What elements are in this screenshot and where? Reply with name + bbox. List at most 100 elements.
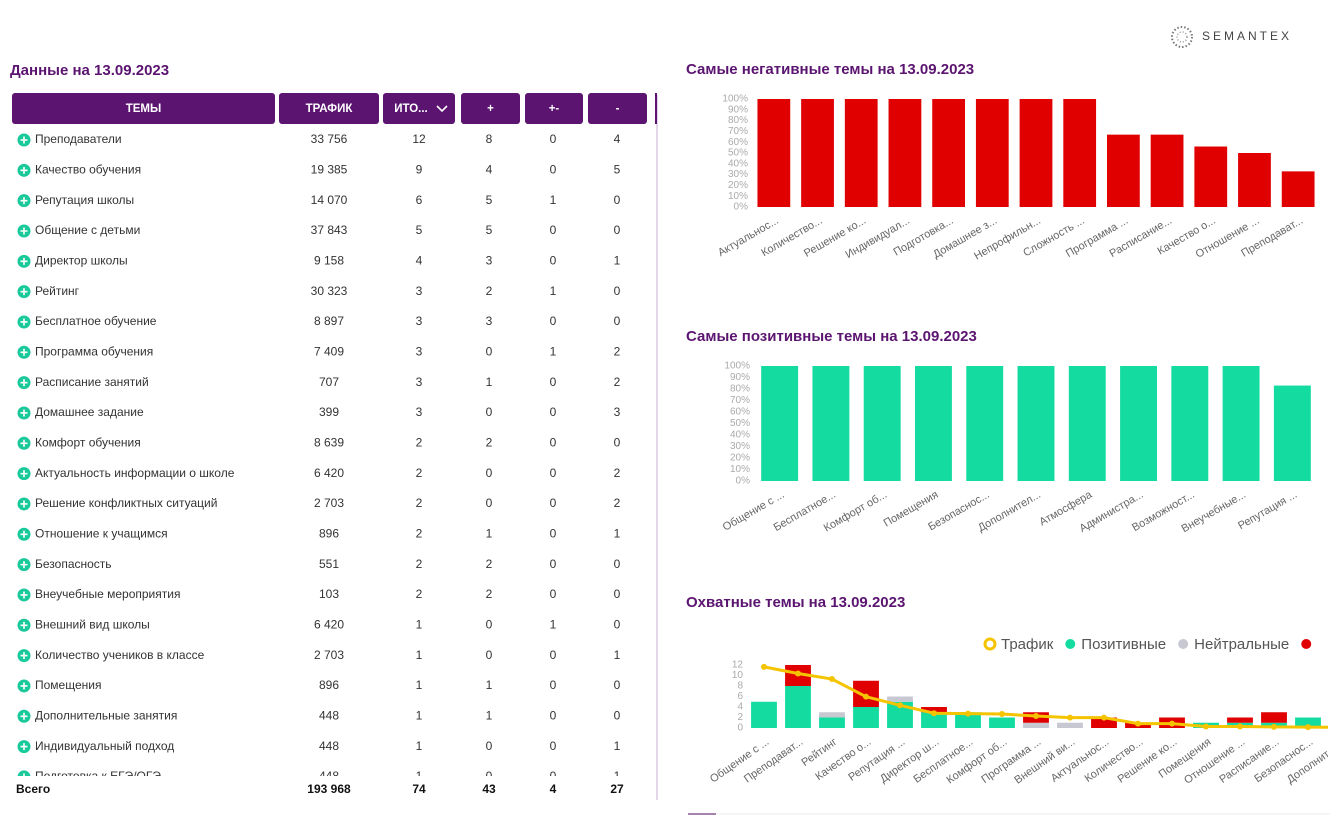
expand-plus[interactable] xyxy=(20,682,28,690)
column-header[interactable]: - xyxy=(616,103,620,115)
header-cell[interactable] xyxy=(461,93,520,124)
expand-plus[interactable] xyxy=(20,379,28,387)
expand-icon[interactable] xyxy=(17,588,31,602)
expand-icon[interactable] xyxy=(17,224,31,238)
cell: 5 xyxy=(416,223,423,237)
header-cell[interactable] xyxy=(279,93,379,124)
expand-plus[interactable] xyxy=(20,591,28,599)
column-header[interactable]: +- xyxy=(549,103,560,115)
expand-plus[interactable] xyxy=(20,439,28,447)
expand-icon[interactable] xyxy=(17,163,31,177)
column-header[interactable]: ТЕМЫ xyxy=(126,103,162,115)
y-tick-label: 60% xyxy=(728,137,748,148)
bar xyxy=(932,99,965,207)
expand-icon[interactable] xyxy=(17,133,31,147)
bar xyxy=(1120,366,1158,481)
expand-plus[interactable] xyxy=(20,500,28,508)
line-point xyxy=(1339,724,1344,730)
expand-plus[interactable] xyxy=(21,773,28,780)
legend-item[interactable] xyxy=(1301,639,1312,649)
expand-icon[interactable] xyxy=(17,649,31,663)
expand-icon[interactable] xyxy=(17,618,31,632)
expand-plus[interactable] xyxy=(20,530,28,538)
expand-plus[interactable] xyxy=(20,652,28,660)
y-tick-label: 30% xyxy=(730,441,750,452)
expand-icon[interactable] xyxy=(17,285,31,299)
expand-icon[interactable] xyxy=(17,345,31,359)
column-header[interactable]: ИТО... xyxy=(394,103,428,115)
expand-plus[interactable] xyxy=(20,470,28,478)
header-cell[interactable] xyxy=(525,93,583,124)
cell: 0 xyxy=(486,617,493,631)
row-label: Количество учеников в классе xyxy=(35,648,205,662)
row-label: Домашнее задание xyxy=(35,405,144,419)
row-label: Внешний вид школы xyxy=(35,617,150,631)
expand-plus[interactable] xyxy=(20,288,28,296)
expand-plus[interactable] xyxy=(20,409,28,417)
row-label: Индивидуальный подход xyxy=(35,739,174,753)
header-cell[interactable] xyxy=(588,93,647,124)
total-cell: 27 xyxy=(610,782,624,796)
cell: 1 xyxy=(550,284,557,298)
legend-item[interactable]: Позитивные xyxy=(1065,636,1166,653)
y-tick-label: 40% xyxy=(728,158,748,169)
cell: 0 xyxy=(486,466,493,480)
legend-item[interactable]: Трафик xyxy=(983,636,1054,653)
expand-icon[interactable] xyxy=(17,315,31,329)
expand-icon[interactable] xyxy=(17,376,31,390)
expand-plus[interactable] xyxy=(20,348,28,356)
expand-plus[interactable] xyxy=(20,136,28,144)
expand-plus[interactable] xyxy=(20,318,28,326)
cell: 448 xyxy=(319,769,339,783)
cell: 2 xyxy=(416,557,423,571)
expand-icon[interactable] xyxy=(17,679,31,693)
expand-plus[interactable] xyxy=(20,743,28,751)
expand-icon[interactable] xyxy=(17,467,31,481)
expand-icon[interactable] xyxy=(17,254,31,268)
cell: 0 xyxy=(550,435,557,449)
cell: 0 xyxy=(550,163,557,177)
expand-icon[interactable] xyxy=(17,436,31,450)
cell: 0 xyxy=(614,435,621,449)
bar xyxy=(1222,366,1260,481)
row-label: Актуальность информации о школе xyxy=(35,466,235,480)
column-header[interactable]: ТРАФИК xyxy=(306,103,354,115)
expand-circle[interactable] xyxy=(17,770,31,783)
brand: SEMANTEX xyxy=(1202,29,1292,43)
cell: 2 xyxy=(416,587,423,601)
cell: 1 xyxy=(416,708,423,722)
header-cell[interactable] xyxy=(12,93,275,124)
cell: 0 xyxy=(614,314,621,328)
bar xyxy=(966,366,1004,481)
row-label: Преподаватели xyxy=(35,132,122,146)
cell: 0 xyxy=(614,557,621,571)
expand-icon[interactable] xyxy=(17,770,31,783)
sort-icon[interactable] xyxy=(436,105,448,113)
expand-plus[interactable] xyxy=(20,621,28,629)
legend-label[interactable]: Трафик xyxy=(1001,636,1054,653)
expand-plus[interactable] xyxy=(20,561,28,569)
expand-icon[interactable] xyxy=(17,558,31,572)
bar-segment xyxy=(1295,717,1321,728)
column-header[interactable]: + xyxy=(487,103,494,115)
legend-item[interactable]: Нейтральные xyxy=(1178,636,1289,653)
cell: 6 420 xyxy=(314,466,344,480)
cell: 1 xyxy=(486,708,493,722)
header-cell[interactable] xyxy=(383,93,455,124)
legend-label[interactable]: Позитивные xyxy=(1081,636,1166,653)
expand-plus[interactable] xyxy=(20,712,28,720)
expand-plus[interactable] xyxy=(20,227,28,235)
expand-icon[interactable] xyxy=(17,740,31,754)
expand-plus[interactable] xyxy=(20,166,28,174)
expand-plus[interactable] xyxy=(20,257,28,265)
expand-icon[interactable] xyxy=(17,527,31,541)
legend-marker xyxy=(1178,639,1189,649)
expand-icon[interactable] xyxy=(17,194,31,208)
legend-label[interactable]: Нейтральные xyxy=(1194,636,1289,653)
expand-plus[interactable] xyxy=(20,197,28,205)
expand-icon[interactable] xyxy=(17,497,31,511)
y-tick-label: 50% xyxy=(728,148,748,159)
expand-icon[interactable] xyxy=(17,709,31,723)
cell: 5 xyxy=(486,193,493,207)
expand-icon[interactable] xyxy=(17,406,31,420)
